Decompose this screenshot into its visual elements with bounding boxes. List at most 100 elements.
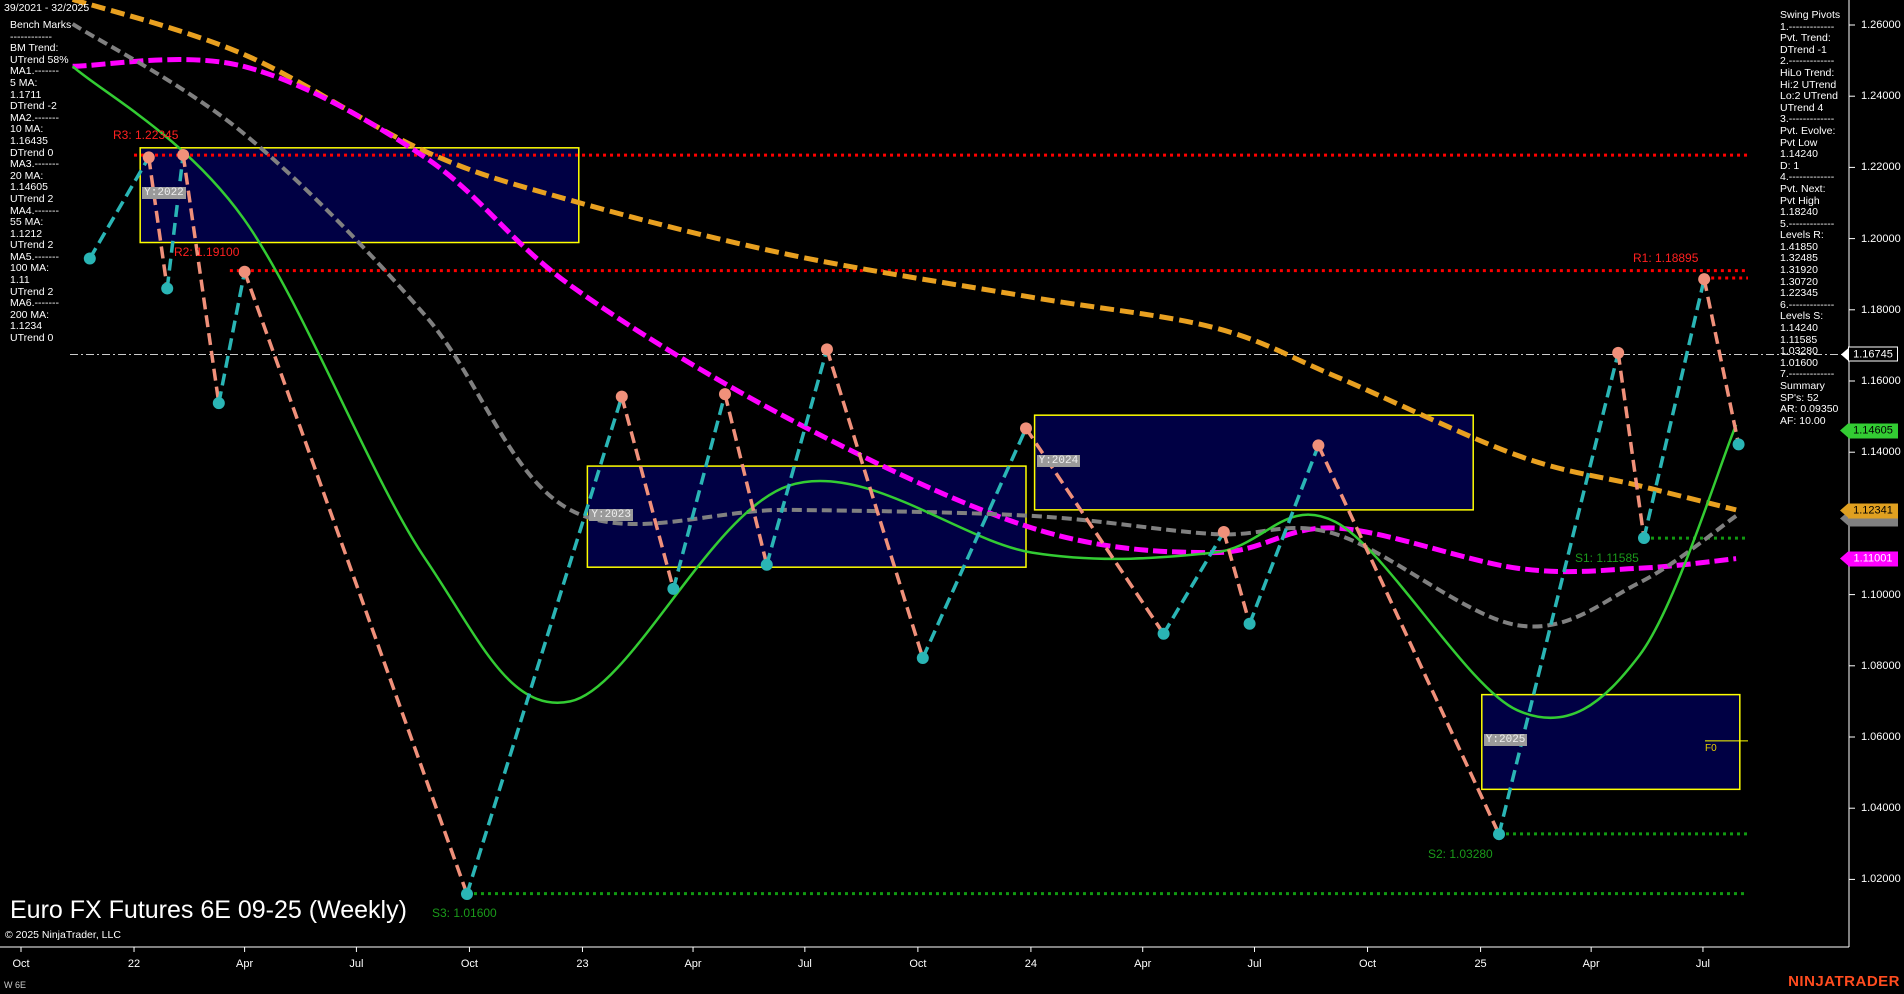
swing-pivot-high (1312, 439, 1325, 452)
swing-pivots-line: Levels R: (1780, 229, 1824, 242)
swing-pivots-line: 1.18240 (1780, 206, 1818, 219)
level-label: R2: 1.19100 (174, 245, 240, 259)
ninjatrader-logo: NINJATRADER (1788, 973, 1900, 990)
swing-line (1616, 352, 1646, 539)
price-tag-ma100: 1.11001 (1840, 551, 1898, 567)
level-label: R3: 1.22345 (113, 128, 179, 142)
swing-pivot-high (1019, 422, 1032, 435)
swing-pivot-low (760, 558, 773, 571)
x-tick-label: Jul (1695, 958, 1710, 970)
swing-pivots-line: 4.------------- (1780, 171, 1835, 184)
price-tag-current: 1.16745 (1841, 346, 1898, 362)
y-tick-label: 1.04000 (1861, 802, 1901, 815)
swing-pivot-low (916, 651, 929, 664)
year-box (139, 147, 580, 244)
bench-marks-line: Bench Marks (10, 19, 72, 31)
swing-line (242, 271, 469, 895)
swing-pivot-low (161, 282, 174, 295)
year-box (1033, 414, 1474, 511)
bench-marks-line: UTrend 0 (10, 332, 54, 345)
swing-pivots-line: Pvt. Next: (1780, 182, 1826, 195)
x-tick-label: 25 (1474, 958, 1487, 970)
bench-marks-line: 1.1234 (10, 320, 43, 333)
y-tick-label: 1.14000 (1861, 446, 1901, 459)
swing-pivots-line: HiLo Trend: (1780, 66, 1835, 79)
swing-pivots-line: Levels S: (1780, 310, 1824, 323)
swing-line (1247, 444, 1321, 625)
level-label: S3: 1.01600 (432, 906, 497, 920)
bench-marks-line: 200 MA: (10, 308, 50, 321)
y-tick-label: 1.22000 (1861, 161, 1901, 174)
year-box-label: Y:2024 (1036, 454, 1081, 467)
swing-pivots-line: Summary (1780, 380, 1825, 392)
swing-line (465, 396, 624, 895)
swing-pivot-high (238, 265, 251, 278)
bench-marks-line: UTrend 2 (10, 239, 54, 252)
x-tick-label: Jul (349, 958, 364, 970)
swing-pivots-line: 1.01600 (1780, 356, 1818, 369)
y-tick-label: 1.16000 (1861, 375, 1901, 387)
swing-pivots-line: 1.------------- (1780, 20, 1835, 33)
swing-pivots-line: 1.41850 (1780, 240, 1818, 253)
swing-pivots-line: 1.11585 (1780, 333, 1818, 346)
bench-marks-line: MA5.------- (10, 250, 59, 263)
x-tick-label: Oct (460, 958, 478, 970)
swing-pivots-line: 7.------------- (1780, 368, 1835, 381)
date-range: 39/2021 - 32/2025 (4, 2, 90, 14)
swing-line (671, 393, 727, 590)
bench-marks-line: 1.1711 (10, 88, 42, 101)
bench-marks-line: 100 MA: (10, 262, 50, 275)
bench-marks-line: 20 MA: (10, 169, 44, 182)
swing-pivots-line: 5.------------- (1780, 217, 1835, 230)
x-tick-label: Apr (1134, 958, 1152, 970)
swing-pivots-line: Hi:2 UTrend (1780, 78, 1837, 91)
swing-pivots-line: UTrend 4 (1780, 101, 1824, 114)
bench-marks-line: 1.11 (10, 274, 30, 287)
swing-pivots-line: Pvt High (1780, 194, 1820, 207)
swing-line (165, 154, 185, 289)
y-tick-label: 1.26000 (1861, 19, 1901, 31)
swing-pivots-line: 6.------------- (1780, 298, 1835, 311)
swing-pivots-line: DTrend -1 (1780, 43, 1827, 56)
f0-label: F0 (1705, 742, 1717, 754)
swing-pivot-low (1637, 531, 1650, 544)
x-tick-label: Apr (236, 958, 254, 970)
bench-marks-line: 1.1212 (10, 227, 43, 240)
bench-marks-line: MA6.------- (10, 297, 59, 310)
level-label: R1: 1.18895 (1633, 251, 1699, 265)
swing-pivots-line: 1.32485 (1780, 252, 1818, 265)
year-box-label: Y:2025 (1483, 733, 1528, 746)
x-tick-label: 22 (127, 958, 141, 970)
bench-marks-line: 10 MA: (10, 123, 44, 136)
price-tag-ma20: 1.14605 (1840, 423, 1898, 439)
bench-marks-line: MA3.------- (10, 158, 59, 171)
ma-line-ma200 (71, 0, 1737, 513)
price-tag-ma200: 1.12341 (1840, 503, 1898, 519)
y-tick-label: 1.08000 (1861, 659, 1901, 672)
swing-pivots-line: AF: 10.00 (1780, 414, 1826, 427)
bench-marks-panel: Bench Marks ------------ BM Trend: UTrend 5… (10, 19, 72, 345)
swing-pivot-low (1243, 617, 1256, 630)
y-tick-label: 1.06000 (1861, 731, 1901, 743)
bench-marks-line: BM Trend: (10, 42, 59, 55)
swing-pivot-high (718, 388, 731, 401)
swing-pivot-low (212, 397, 225, 410)
swing-pivot-high (142, 151, 155, 164)
swing-pivot-high (1698, 273, 1711, 286)
swing-pivot-low (460, 887, 473, 900)
y-tick-label: 1.18000 (1861, 303, 1901, 316)
swing-pivots-line: Lo:2 UTrend (1780, 90, 1838, 103)
swing-pivots-line: 1.31920 (1780, 264, 1818, 277)
chart-title: Euro FX Futures 6E 09-25 (Weekly) (10, 896, 407, 924)
swing-pivots-line: 1.03280 (1780, 345, 1818, 358)
swing-pivots-line: 1.30720 (1780, 275, 1818, 288)
year-box-label: Y:2022 (142, 187, 186, 200)
swing-line (1642, 278, 1706, 539)
bench-marks-line: 55 MA: (10, 216, 44, 229)
swing-line (1702, 278, 1741, 445)
bench-marks-line: 1.14605 (10, 181, 48, 194)
ma-line-ma20 (71, 65, 1738, 720)
x-tick-label: Oct (909, 958, 927, 970)
x-tick-label: Apr (684, 958, 702, 970)
